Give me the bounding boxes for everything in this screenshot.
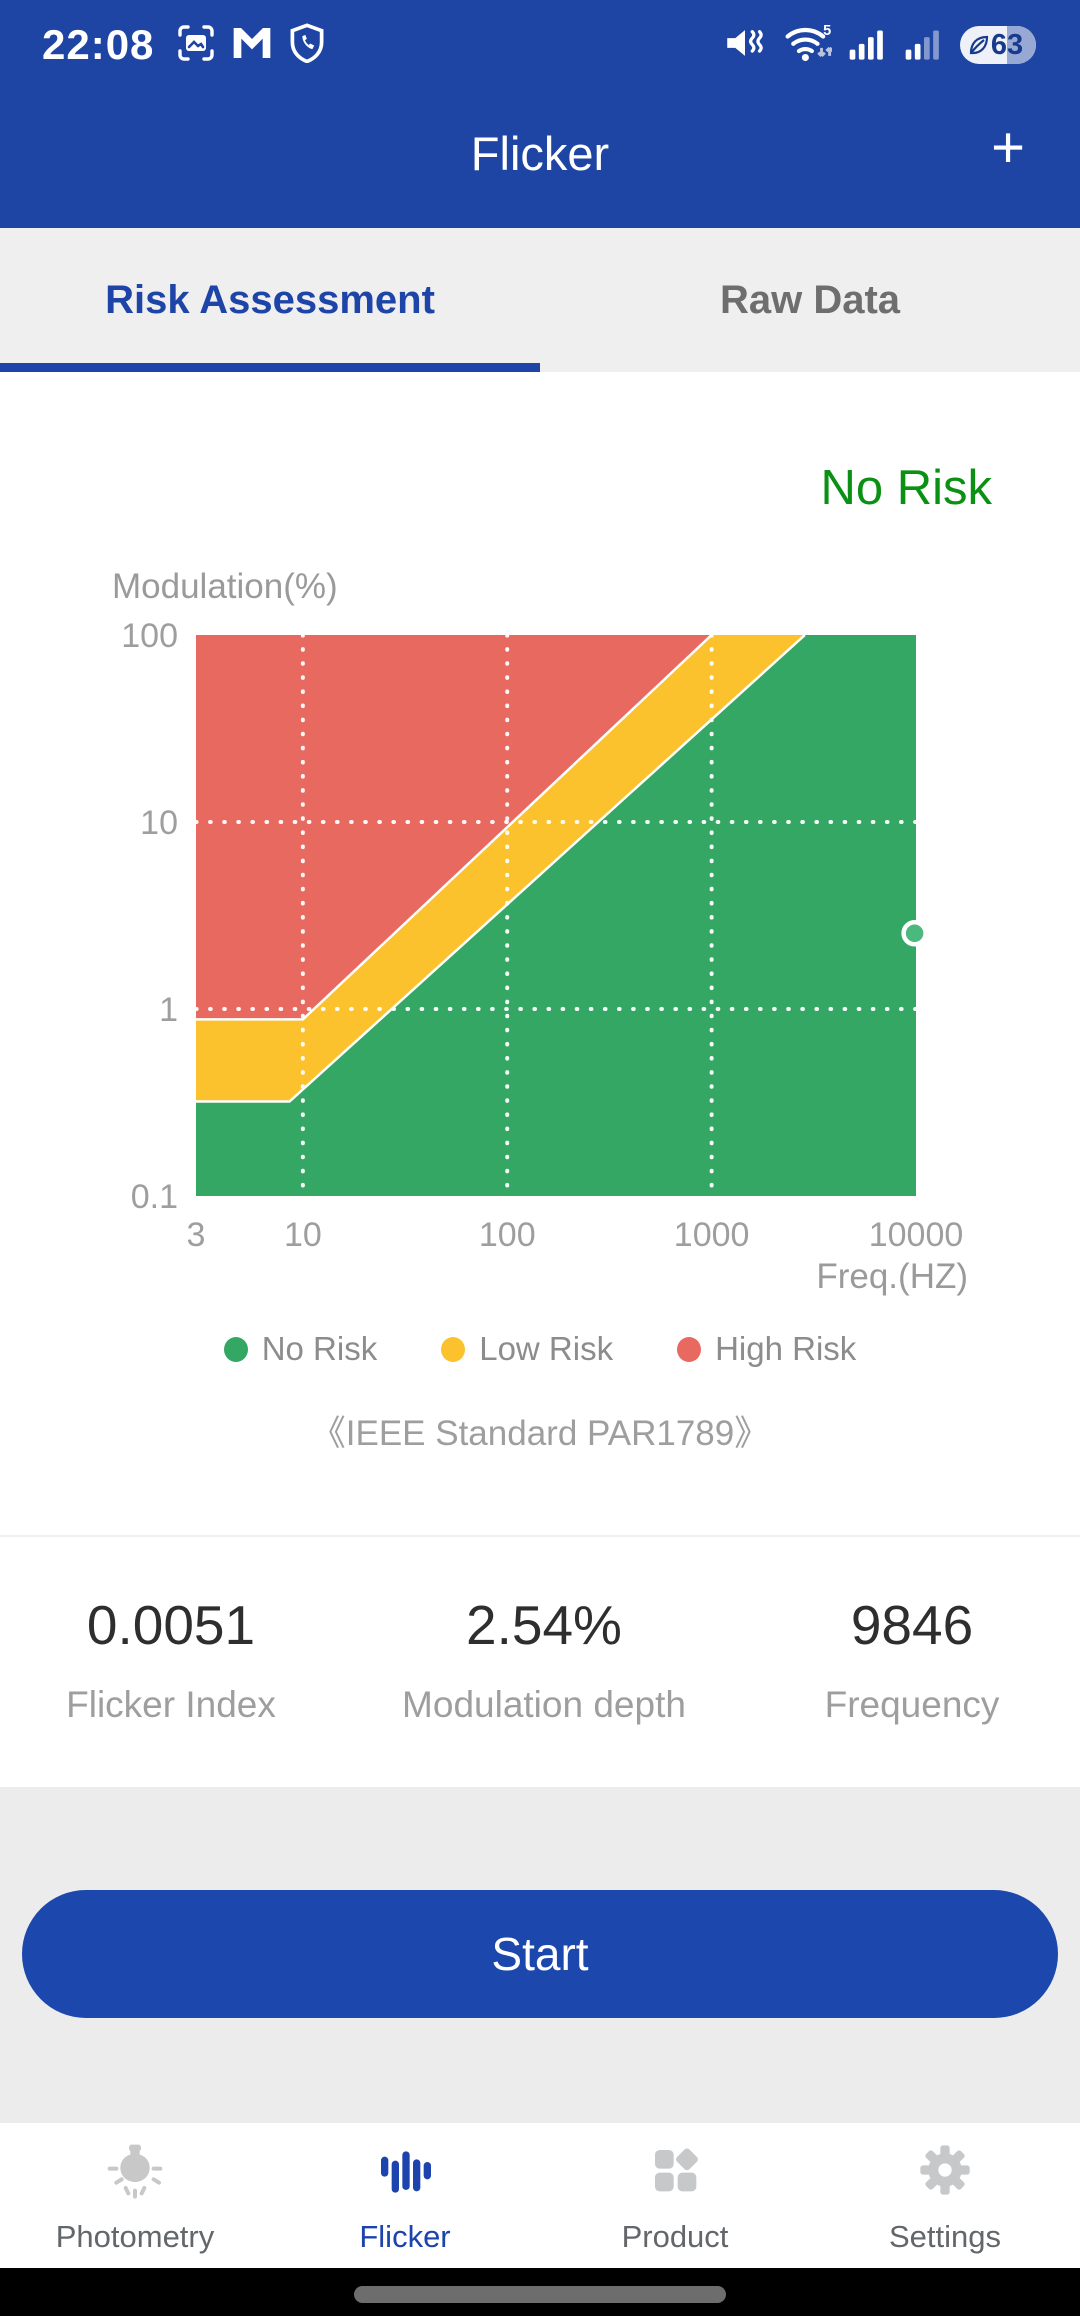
light-bulb-icon	[103, 2137, 167, 2203]
stat-frequency: 9846 Frequency	[824, 1594, 1000, 1725]
wifi-icon: 5	[782, 22, 834, 69]
svg-text:10: 10	[284, 1216, 322, 1254]
svg-text:10: 10	[140, 804, 178, 842]
svg-text:1000: 1000	[674, 1216, 750, 1254]
screenshot-icon	[176, 23, 216, 68]
system-status-icons: 5	[724, 22, 1036, 69]
nav-item-settings[interactable]: /**/ Settings	[810, 2123, 1080, 2268]
bottom-nav: Photometry Flicker	[0, 2122, 1080, 2268]
gesture-navigation-bar	[0, 2268, 1080, 2316]
status-bar: 22:08	[0, 0, 1080, 90]
high-risk-dot-icon	[677, 1336, 702, 1362]
no-risk-dot-icon	[223, 1336, 248, 1362]
chart-legend: No Risk Low Risk High Risk	[0, 1330, 1080, 1368]
svg-text:5: 5	[823, 22, 831, 38]
signal-bars-icon	[848, 23, 888, 68]
battery-indicator: 63	[960, 26, 1036, 64]
active-tab-indicator	[0, 363, 540, 372]
stat-flicker-index: 0.0051 Flicker Index	[66, 1594, 276, 1725]
tab-risk-assessment[interactable]: Risk Assessment	[105, 277, 435, 322]
start-button[interactable]: Start	[22, 1890, 1058, 2018]
gmail-icon	[232, 25, 272, 66]
flicker-waveform-icon	[373, 2137, 437, 2203]
signal-bars-2-icon	[904, 23, 944, 68]
gear-icon: /**/	[913, 2137, 977, 2203]
risk-chart: 100 10 1 0.13 10 100 1000 10000 Modulation(%) Fre…	[112, 567, 968, 1296]
svg-text:100: 100	[121, 617, 178, 655]
gesture-handle[interactable]	[354, 2286, 726, 2303]
mute-vibrate-icon	[724, 23, 766, 68]
nav-item-product[interactable]: Product	[540, 2123, 810, 2268]
risk-result: No Risk	[820, 461, 992, 515]
svg-text:100: 100	[479, 1216, 536, 1254]
svg-text:1: 1	[159, 991, 178, 1029]
start-section: Start	[0, 1787, 1080, 2122]
low-risk-dot-icon	[441, 1336, 466, 1362]
battery-percent: 63	[990, 28, 1024, 61]
page-title: Flicker	[470, 127, 610, 180]
risk-assessment-panel: No Risk 100 10 1 0.1 3 10 100 1000 10000 Modulati…	[0, 372, 1080, 1535]
svg-text:Freq.(HZ): Freq.(HZ)	[816, 1257, 968, 1296]
product-grid-icon	[643, 2137, 707, 2203]
legend-item-high-risk: High Risk	[677, 1330, 856, 1368]
svg-text:0.1: 0.1	[131, 1178, 178, 1216]
section-divider	[0, 1535, 1080, 1537]
measurement-stats: 0.0051 Flicker Index 2.54% Modulation de…	[0, 1537, 1080, 1787]
tab-raw-data[interactable]: Raw Data	[719, 277, 901, 322]
stat-modulation-depth: 2.54% Modulation depth	[402, 1594, 686, 1725]
battery-empty-segment	[1007, 26, 1036, 64]
app-header: Flicker +	[0, 90, 1080, 228]
tab-bar: Risk Assessment Raw Data	[0, 228, 1080, 372]
add-button[interactable]: +	[972, 112, 1044, 184]
nav-item-flicker[interactable]: Flicker	[270, 2123, 540, 2268]
legend-item-no-risk: No Risk	[223, 1330, 377, 1368]
svg-text:10000: 10000	[869, 1216, 964, 1254]
standard-note: 《IEEE Standard PAR1789》	[310, 1414, 770, 1453]
legend-item-low-risk: Low Risk	[441, 1330, 613, 1368]
battery-saver-leaf-icon	[967, 33, 991, 62]
shield-phone-icon	[288, 22, 326, 68]
nav-item-photometry[interactable]: Photometry	[0, 2123, 270, 2268]
svg-text:Modulation(%): Modulation(%)	[112, 567, 338, 606]
svg-text:3: 3	[187, 1216, 206, 1254]
clock-text: 22:08	[42, 21, 155, 68]
notification-icons	[176, 22, 326, 68]
